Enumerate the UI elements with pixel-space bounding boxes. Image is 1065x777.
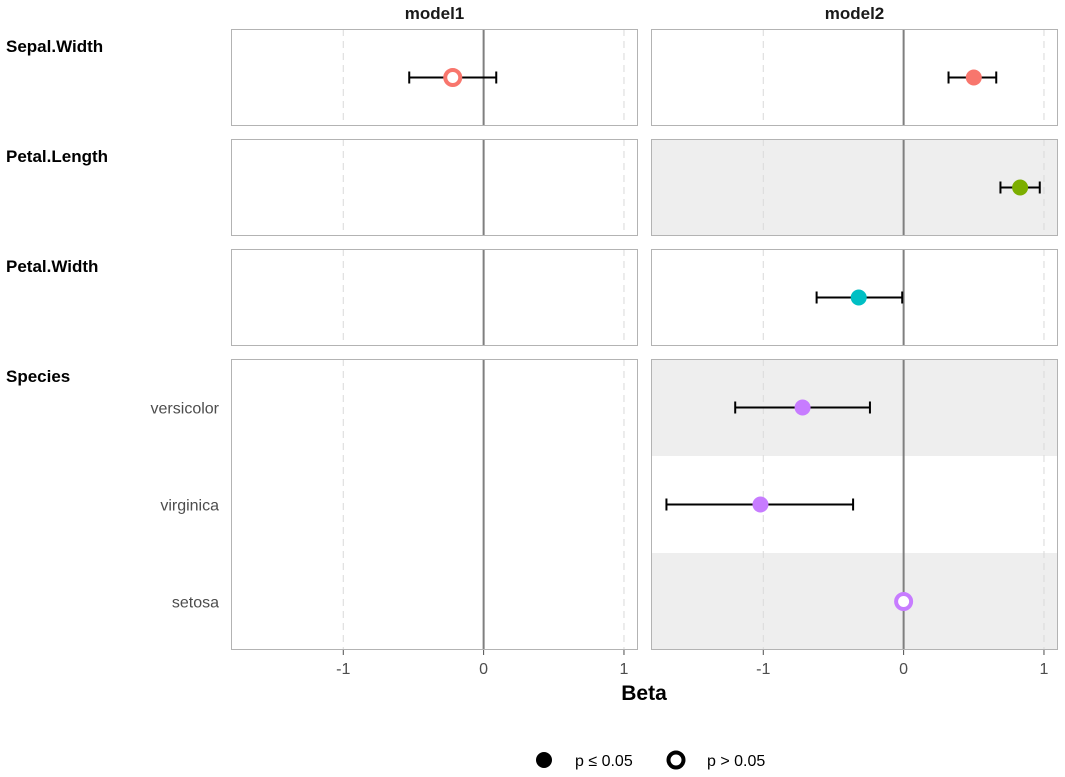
x-tick-label-model1: 0 — [479, 661, 488, 678]
panel-border-model1-sepal-width — [231, 29, 638, 126]
point-model2-petal-width — [850, 289, 867, 306]
row-shade-model2-species-setosa — [651, 553, 1058, 650]
panel-border-model2-sepal-width — [651, 29, 1058, 126]
panel-border-model1-petal-width — [231, 249, 638, 346]
facet-title-model1: model1 — [405, 4, 465, 23]
panel-border-model2-petal-width — [651, 249, 1058, 346]
point-model2-species-versicolor — [794, 399, 811, 416]
x-tick-label-model2: 1 — [1040, 661, 1049, 678]
chart-labels: model1 -1 0 1 model2 -1 0 1 Sepal.Width Petal.Len… — [6, 4, 1049, 770]
row-title-sepal-width: Sepal.Width — [6, 37, 103, 56]
x-tick-label-model2: -1 — [756, 661, 770, 678]
panel-border-model2-petal-length — [651, 139, 1058, 236]
point-model2-sepal-width — [965, 69, 982, 86]
facet-title-model2: model2 — [825, 4, 885, 23]
level-label-virginica: virginica — [160, 498, 219, 515]
level-label-setosa: setosa — [172, 595, 219, 612]
panel-border-model1-petal-length — [231, 139, 638, 236]
row-title-petal-width: Petal.Width — [6, 257, 98, 276]
panel-border-model2-species — [651, 359, 1058, 650]
panel-border-model1-species — [231, 359, 638, 650]
x-axis-title: Beta — [621, 682, 667, 705]
row-shade-model2-petal-length — [651, 139, 1058, 236]
legend-symbol-not-significant — [666, 750, 686, 770]
x-tick-label-model2: 0 — [899, 661, 908, 678]
x-tick-label-model1: -1 — [336, 661, 350, 678]
row-title-petal-length: Petal.Length — [6, 147, 108, 166]
x-tick-label-model1: 1 — [620, 661, 629, 678]
data-marks — [408, 68, 1041, 770]
level-label-versicolor: versicolor — [151, 401, 220, 418]
point-model2-species-setosa — [894, 592, 914, 611]
point-model2-species-virginica — [752, 496, 769, 513]
panel-borders — [231, 29, 1058, 655]
panel-backgrounds — [651, 139, 1058, 650]
point-model2-petal-length — [1012, 179, 1029, 196]
row-title-species: Species — [6, 367, 70, 386]
point-model1-sepal-width — [443, 68, 463, 87]
legend-label-significant: p ≤ 0.05 — [575, 753, 633, 770]
legend-symbol-significant — [536, 752, 552, 768]
legend-label-not-significant: p > 0.05 — [707, 753, 765, 770]
